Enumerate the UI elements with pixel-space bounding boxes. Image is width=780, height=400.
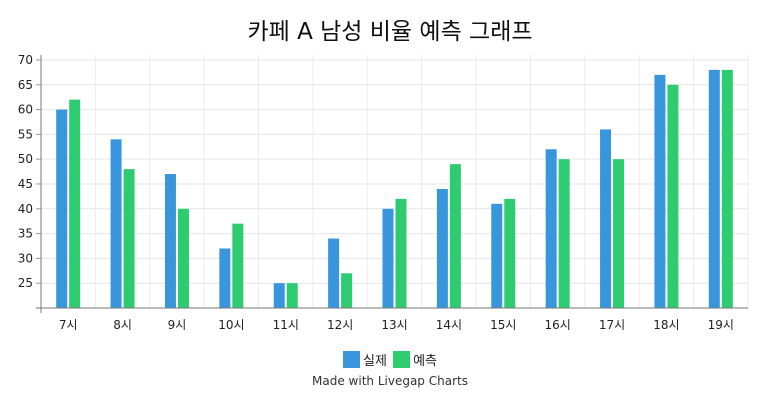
y-tick-label: 35 xyxy=(18,227,33,241)
bar-actual xyxy=(436,188,448,308)
bar-predicted xyxy=(558,159,570,308)
legend-swatch-actual xyxy=(343,351,360,368)
bar-predicted xyxy=(177,208,189,308)
legend-label-actual: 실제 xyxy=(363,354,387,369)
y-tick-label: 55 xyxy=(18,127,33,141)
bar-predicted xyxy=(721,69,733,308)
x-tick-label: 19시 xyxy=(708,318,734,332)
x-tick-label: 8시 xyxy=(113,318,132,332)
bar-predicted xyxy=(123,169,135,308)
bar-actual xyxy=(273,283,285,308)
x-tick-label: 12시 xyxy=(327,318,353,332)
bars xyxy=(56,69,733,308)
legend: 실제 예측 xyxy=(0,350,780,372)
bar-predicted xyxy=(504,198,516,308)
x-tick-label: 11시 xyxy=(273,318,299,332)
y-tick-label: 40 xyxy=(18,202,33,216)
y-tick-label: 70 xyxy=(18,53,33,67)
bar-predicted xyxy=(395,198,407,308)
x-tick-label: 17시 xyxy=(599,318,625,332)
bar-actual xyxy=(164,174,176,308)
x-tick-label: 9시 xyxy=(168,318,187,332)
grid-lines xyxy=(40,55,749,308)
y-tick-label: 50 xyxy=(18,152,33,166)
bar-actual xyxy=(600,129,612,308)
y-tick-label: 25 xyxy=(18,276,33,290)
bar-actual xyxy=(110,139,122,308)
y-tick-label: 60 xyxy=(18,103,33,117)
bar-actual xyxy=(654,74,666,308)
bar-actual xyxy=(56,109,68,308)
bar-actual xyxy=(491,203,503,308)
bar-actual xyxy=(545,149,557,308)
x-tick-label: 7시 xyxy=(59,318,78,332)
x-tick-label: 13시 xyxy=(381,318,407,332)
x-tick-label: 16시 xyxy=(544,318,570,332)
chart-title: 카페 A 남성 비율 예측 그래프 xyxy=(247,19,533,45)
legend-item-predicted[interactable]: 예측 xyxy=(393,350,437,369)
bar-actual xyxy=(708,69,720,308)
tick-labels: 25 30 35 40 45 50 55 60 65 70 7시 8시 9시 10시 11시 12시 13시 14… xyxy=(18,53,734,332)
credit-text: Made with Livegap Charts xyxy=(312,374,468,388)
legend-swatch-predicted xyxy=(393,351,411,368)
bar-predicted xyxy=(232,223,244,308)
x-tick-label: 18시 xyxy=(653,318,679,332)
bar-predicted xyxy=(449,164,461,308)
x-tick-label: 14시 xyxy=(436,318,462,332)
x-tick-label: 15시 xyxy=(490,318,516,332)
axes xyxy=(36,55,748,313)
bar-actual xyxy=(382,208,394,308)
bar-predicted xyxy=(341,273,353,308)
bar-actual xyxy=(328,238,340,308)
y-tick-label: 65 xyxy=(18,78,33,92)
bar-predicted xyxy=(667,84,679,308)
bar-predicted xyxy=(613,159,625,308)
bar-predicted xyxy=(286,283,298,308)
legend-item-actual[interactable]: 실제 xyxy=(343,350,387,369)
bar-actual xyxy=(219,248,231,308)
legend-label-predicted: 예측 xyxy=(413,354,437,369)
y-tick-label: 30 xyxy=(18,251,33,265)
bar-predicted xyxy=(69,99,81,308)
x-tick-label: 10시 xyxy=(218,318,244,332)
y-tick-label: 45 xyxy=(18,177,33,191)
